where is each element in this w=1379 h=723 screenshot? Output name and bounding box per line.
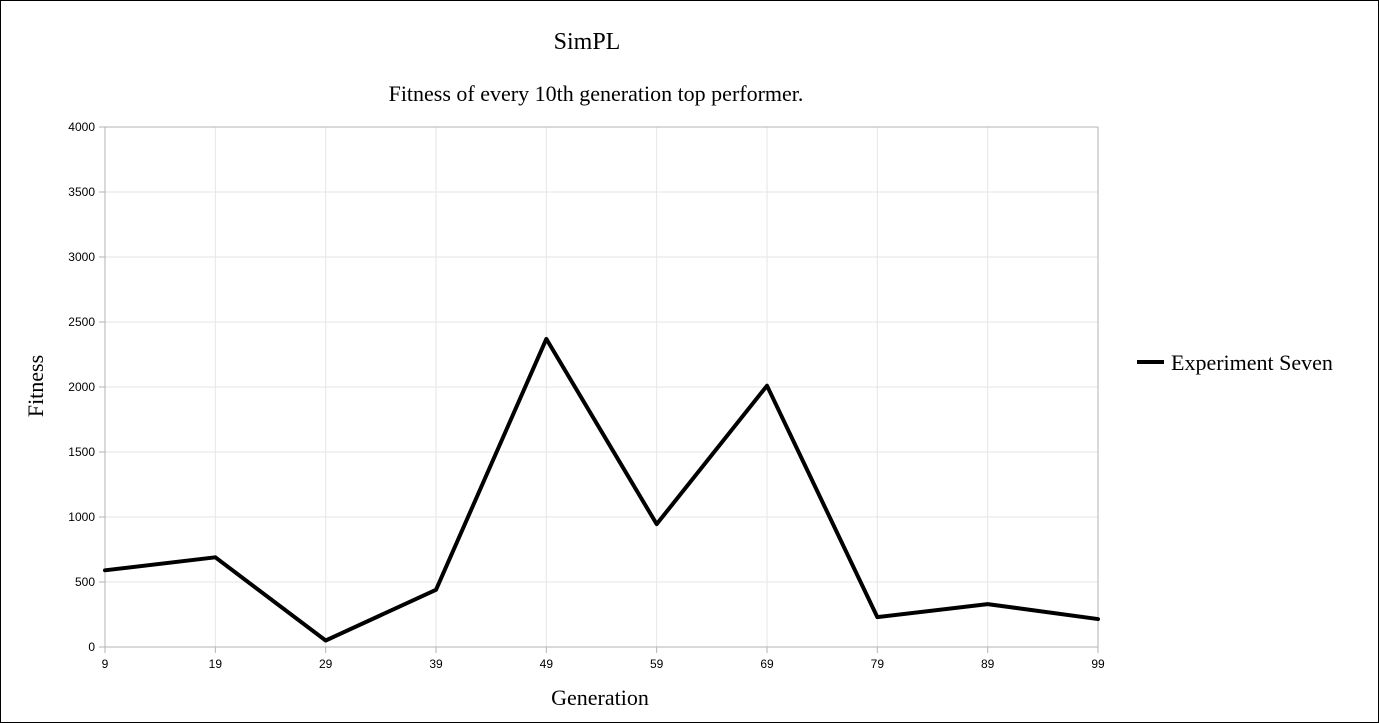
x-tick-label: 9 bbox=[102, 657, 109, 671]
series-layer bbox=[103, 336, 1100, 643]
gridlines bbox=[104, 126, 1099, 648]
y-tick-label: 500 bbox=[75, 575, 95, 589]
y-tick-label: 1500 bbox=[68, 445, 95, 459]
x-tick-label: 59 bbox=[650, 657, 664, 671]
y-tick-label: 2000 bbox=[68, 380, 95, 394]
y-tick-label: 4000 bbox=[68, 120, 95, 134]
y-tick-labels: 0 500 1000 1500 2000 2500 3000 3500 4000 bbox=[68, 120, 95, 654]
y-tick-label: 1000 bbox=[68, 510, 95, 524]
chart-subtitle: Fitness of every 10th generation top per… bbox=[389, 81, 804, 106]
axis-ticks bbox=[99, 126, 1099, 653]
x-tick-label: 39 bbox=[429, 657, 443, 671]
x-tick-label: 99 bbox=[1091, 657, 1105, 671]
x-tick-label: 69 bbox=[760, 657, 774, 671]
x-tick-label: 89 bbox=[981, 657, 995, 671]
y-tick-label: 3000 bbox=[68, 250, 95, 264]
y-tick-label: 3500 bbox=[68, 185, 95, 199]
x-tick-label: 29 bbox=[319, 657, 333, 671]
x-tick-label: 49 bbox=[540, 657, 554, 671]
y-tick-label: 2500 bbox=[68, 315, 95, 329]
x-tick-labels: 9 19 29 39 49 59 69 79 89 99 bbox=[102, 657, 1105, 671]
y-axis-title: Fitness bbox=[23, 355, 48, 417]
legend-label: Experiment Seven bbox=[1171, 350, 1333, 375]
chart-title: SimPL bbox=[554, 29, 621, 55]
legend: Experiment Seven bbox=[1137, 350, 1333, 375]
series-line-0 bbox=[103, 336, 1100, 643]
x-axis-title: Generation bbox=[551, 685, 649, 710]
x-tick-label: 19 bbox=[209, 657, 223, 671]
y-tick-label: 0 bbox=[88, 640, 95, 654]
x-tick-label: 79 bbox=[871, 657, 885, 671]
